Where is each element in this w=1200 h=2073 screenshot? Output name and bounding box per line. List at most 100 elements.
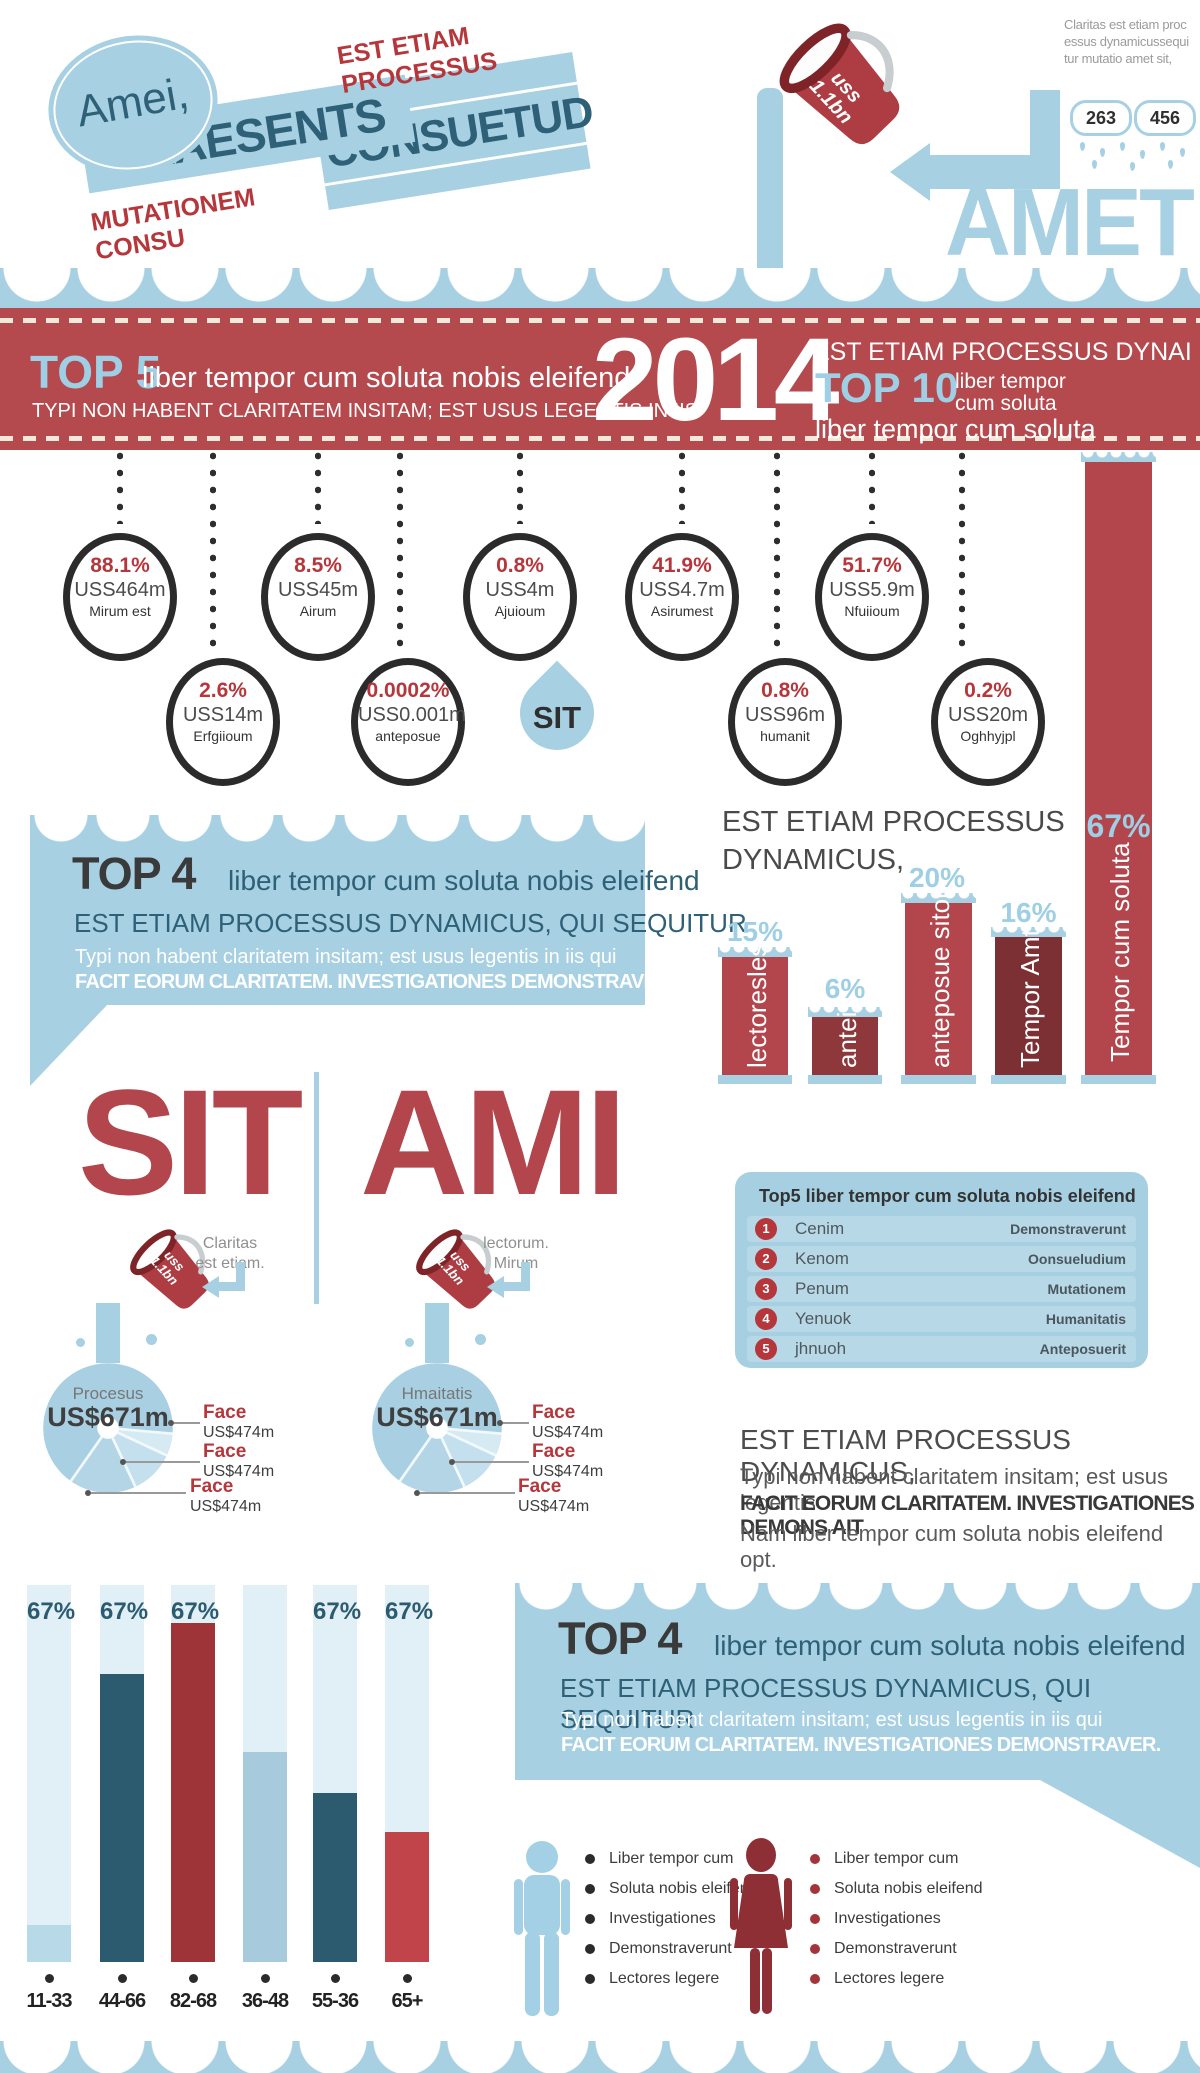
stat-amount: USS45m — [277, 579, 359, 601]
male-figure-icon — [514, 1841, 570, 2016]
list-item-label: Investigationes — [609, 1910, 716, 1927]
text-block-line1: Typi non habent claritatem insitam; est … — [740, 1464, 1168, 1515]
dotted-line-long — [774, 452, 780, 652]
dotted-line-long — [210, 452, 216, 652]
row-rank: 4 — [755, 1308, 777, 1330]
list-item: Lectores legere — [585, 1970, 719, 1988]
list-item-label: Demonstraverunt — [834, 1940, 957, 1957]
ami-arrow-bar — [503, 1282, 530, 1291]
row-value: Mutationem — [1047, 1281, 1126, 1297]
table-row: 2 Kenom Oonsueludium — [747, 1246, 1136, 1272]
pie1-slice2-label: Face — [203, 1441, 247, 1462]
raindrop-icon — [1120, 142, 1125, 151]
ami-arrow-stem — [521, 1262, 530, 1289]
stat-amount: USS14m — [182, 704, 264, 726]
bar-water-cap — [991, 927, 1066, 937]
bullet-icon — [585, 1913, 595, 1924]
callout-dot — [449, 1459, 455, 1465]
callout-dot — [414, 1490, 420, 1496]
stat-amount: USS464m — [74, 579, 166, 601]
list-item-label: Soluta nobis eleifend — [609, 1880, 758, 1897]
callout-dot — [120, 1459, 126, 1465]
callout-line — [503, 1422, 529, 1424]
list-item: Demonstraverunt — [810, 1940, 957, 1958]
banner-year: 2014 — [592, 314, 840, 446]
ami-arrow-head-icon — [487, 1276, 504, 1298]
callout-dot — [497, 1420, 503, 1426]
pour-stream-ami — [425, 1303, 449, 1363]
pie2-slice2-value: US$474m — [532, 1463, 604, 1480]
row-value: Oonsueludium — [1028, 1251, 1126, 1267]
raindrop-icon — [1140, 150, 1145, 159]
list-item: Liber tempor cum — [585, 1850, 734, 1868]
dotted-line — [679, 452, 685, 524]
bullet-icon — [810, 1973, 820, 1984]
bar-water-cap — [1081, 452, 1156, 462]
bar-pedestal — [718, 1075, 792, 1084]
row-name: Penum — [795, 1279, 849, 1298]
top5-subtext: TYPI NON HABENT CLARITATEM INSITAM; EST … — [32, 400, 699, 422]
list-item: Investigationes — [585, 1910, 716, 1928]
bar-chart-heading-line1: EST ETIAM PROCESSUS — [722, 806, 1065, 838]
row-rank: 1 — [755, 1218, 777, 1240]
stat-amount: USS4m — [485, 579, 555, 601]
bar — [905, 903, 972, 1075]
list-item-label: Lectores legere — [834, 1970, 945, 1987]
top5-table-title: Top5 liber tempor cum soluta nobis eleif… — [759, 1186, 1136, 1206]
pie2-title: Hmaitatis — [401, 1384, 473, 1403]
raindrop-icon — [1160, 142, 1165, 151]
pie2-total: US$671m — [376, 1402, 498, 1432]
bar-pedestal — [1081, 1075, 1156, 1084]
raindrop-icon — [1130, 162, 1135, 171]
header-note: Claritas est etiam proc essus dynamicuss… — [1064, 16, 1198, 67]
stat-name: Nfuiioum — [844, 603, 900, 619]
bar-category-label: lectoresles — [742, 943, 772, 1068]
stat-pct: 88.1% — [90, 554, 150, 577]
bar-chart-heading-line2: DYNAMICUS, — [722, 844, 905, 876]
pie1-slice3-value: US$474m — [190, 1498, 262, 1515]
stat-circle: 51.7% USS5.9m Nfuiioum — [815, 533, 929, 661]
row-value: Demonstraverunt — [1010, 1221, 1126, 1237]
pour-stream-sit — [96, 1303, 120, 1363]
bullet-icon — [810, 1883, 820, 1894]
row-rank: 2 — [755, 1248, 777, 1270]
stat-pct: 0.0002% — [366, 679, 450, 702]
top4-secondary-badge: TOP 4 — [558, 1613, 682, 1664]
stat-pct: 0.8% — [761, 679, 809, 702]
bucket-icon-large — [779, 23, 900, 145]
bar-tall — [1085, 462, 1152, 1075]
note-line1: Claritas est etiam proc — [1064, 17, 1187, 32]
ami-word: AMI — [360, 1058, 627, 1226]
bar-category-label: Tempor Amt — [1015, 929, 1045, 1068]
pie1-slice3-label: Face — [190, 1476, 234, 1497]
year-banner — [0, 308, 1200, 450]
pour-stream-top — [757, 88, 783, 270]
note-line2: essus dynamicussequi — [1064, 34, 1189, 49]
bucket-icon-ami — [416, 1229, 495, 1309]
wave-band-bottom — [0, 2041, 1200, 2073]
top4-secondary-subtitle: EST ETIAM PROCESSUS DYNAMICUS, QUI SEQUI… — [560, 1673, 1092, 1734]
stat-amount: USS4.7m — [639, 579, 725, 601]
splash-drop-icon — [146, 1334, 157, 1345]
bullet-icon — [585, 1883, 595, 1894]
raindrop-icon — [1092, 160, 1097, 169]
stat-amount: USS20m — [947, 704, 1029, 726]
bar-category-label: antei — [832, 1011, 862, 1068]
stat-circle: 8.5% USS45m Airum — [261, 533, 375, 661]
list-item: Soluta nobis eleifend — [585, 1880, 758, 1898]
list-item: Lectores legere — [810, 1970, 944, 1988]
bar-water-cap — [808, 1007, 882, 1017]
row-name: Yenuok — [795, 1309, 852, 1328]
bullet-icon — [810, 1943, 820, 1954]
stat-amount: USS5.9m — [829, 579, 915, 601]
stat-pct: 0.2% — [964, 679, 1012, 702]
bar-water-cap — [901, 893, 976, 903]
age-bar-fill — [385, 1832, 429, 1962]
bar-value-label: 20% — [908, 862, 966, 893]
age-axis-label: 11-33 — [26, 1990, 72, 2012]
stat-circle: 0.0002% USS0.001m anteposue — [351, 658, 466, 786]
stat-circle: 0.8% USS96m humanit — [728, 658, 842, 786]
sit-caption-line1: Claritas — [202, 1235, 258, 1252]
top4-primary-badge: TOP 4 — [72, 848, 196, 899]
bucket-icon-sit — [130, 1229, 209, 1309]
